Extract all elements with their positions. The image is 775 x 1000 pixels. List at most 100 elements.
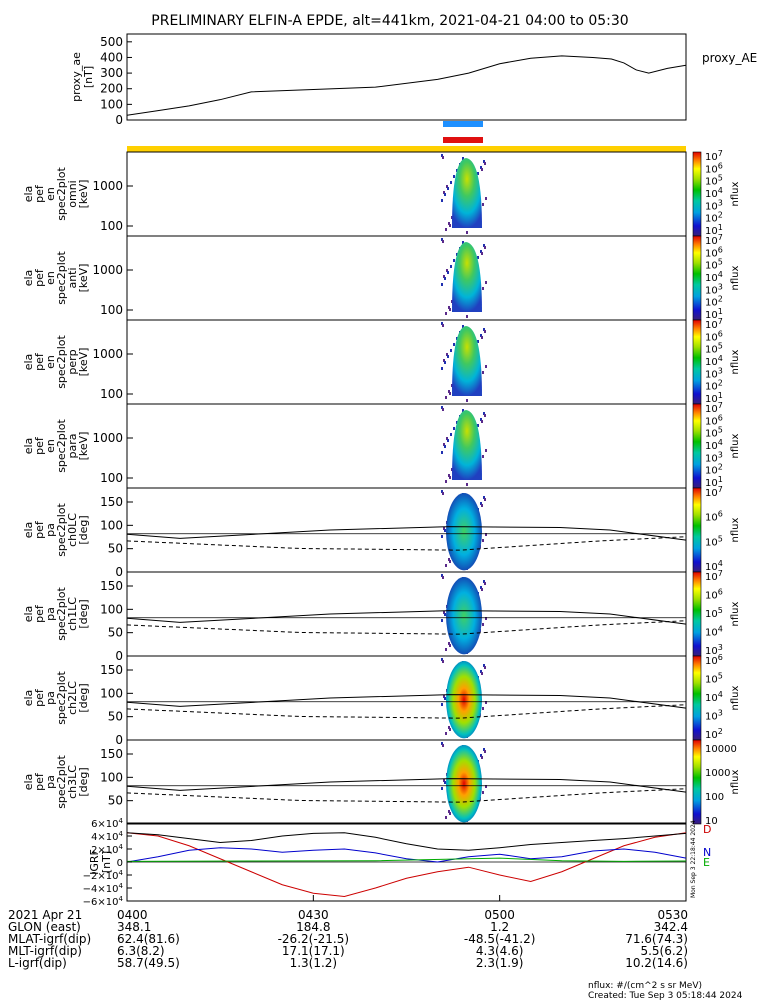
colorbar (692, 319, 702, 405)
flux-speckle (483, 328, 485, 331)
colorbar-tick-label: 103 (705, 450, 723, 464)
flux-speckle (485, 533, 487, 536)
flux-speckle (448, 558, 450, 561)
page-title: PRELIMINARY ELFIN-A EPDE, alt=441km, 202… (151, 13, 628, 29)
orbit-row-value: 184.8 (296, 920, 330, 934)
igrf-tick-label: 4×104 (91, 830, 123, 843)
panel-ylabel: ch0LC (66, 513, 79, 547)
orbit-row-value: 62.4(81.6) (117, 932, 180, 946)
flux-speckle (451, 216, 453, 219)
panel-tick-label: 100 (100, 686, 123, 700)
flux-speckle (453, 343, 455, 346)
flux-speckle (480, 754, 482, 757)
flux-speckle (449, 224, 451, 227)
colorbar-tick-label: 103 (705, 366, 723, 380)
panel-tick-label: 1000 (92, 179, 123, 193)
flux-speckle (477, 424, 479, 427)
flux-speckle (447, 187, 449, 190)
flux-speckle (482, 455, 484, 458)
orbit-row-value: 342.4 (654, 920, 688, 934)
colorbar (692, 235, 702, 321)
flux-speckle (445, 732, 447, 735)
flux-speckle (477, 340, 479, 343)
flux-speckle (484, 750, 486, 753)
flux-speckle (462, 325, 464, 328)
panel-ylabel: en (44, 271, 57, 285)
orbit-row-value: 6.3(8.2) (117, 944, 165, 958)
colorbar-tick-label: 106 (705, 653, 723, 667)
panel-tick-label: 1000 (92, 431, 123, 445)
panel-ylabel: pef (33, 268, 46, 287)
colorbar-tick-label: 105 (705, 426, 723, 440)
flux-speckle (484, 414, 486, 417)
flux-speckle (466, 231, 468, 234)
panel-tick-label: 1000 (92, 263, 123, 277)
orbit-table: 2021 Apr 21 0400 0430 0500 0530 GLON (east) 34… (8, 908, 688, 970)
flux-speckle (443, 443, 445, 446)
colorbar (692, 571, 702, 657)
panel-tick-label: 0 (115, 733, 123, 747)
colorbar-tick-label: 105 (705, 342, 723, 356)
flux-speckle (481, 504, 483, 507)
igrf-lines (126, 832, 687, 901)
flux-speckle (462, 409, 464, 412)
indicator-bar-yellow (127, 146, 686, 152)
flux-speckle (480, 670, 482, 673)
flux-speckle (441, 322, 443, 325)
flux-speckle (483, 160, 485, 163)
flux-speckle (441, 658, 443, 661)
flux-speckle (481, 252, 483, 255)
orbit-row-label: 2021 Apr 21 (8, 908, 82, 922)
flux-speckle (451, 384, 453, 387)
flux-speckle (483, 412, 485, 415)
igrf-ylabel-1: IGRF (88, 849, 101, 875)
orbit-row-value: 0530 (657, 908, 688, 922)
flux-speckle (447, 439, 449, 442)
panel-ylabel: pef (33, 772, 46, 791)
flux-speckle (462, 157, 464, 160)
igrf-tick-label: −2×104 (83, 869, 124, 882)
colorbar-tick-label: 103 (705, 198, 723, 212)
panel-ylabel: spec2plot (55, 167, 68, 221)
flux-blob (452, 410, 482, 480)
panel-tick-label: 1000 (92, 347, 123, 361)
panel-ylabel: anti (66, 267, 79, 288)
colorbar-tick-label: 104 (705, 625, 723, 639)
colorbar-tick-label: 101 (705, 391, 723, 405)
flux-speckle (448, 222, 450, 225)
colorbar-tick-label: 10 (705, 816, 718, 827)
colorbar-label: nflux (730, 601, 741, 626)
flux-speckle (485, 365, 487, 368)
flux-speckle (451, 468, 453, 471)
flux-speckle (443, 275, 445, 278)
igrf-legend-e: E (703, 856, 710, 869)
panel-tick-label: 100 (100, 219, 123, 233)
loss-cone-line (126, 526, 687, 541)
panel-tick-label: 150 (100, 579, 123, 593)
loss-cone-line (126, 610, 687, 625)
flux-speckle (443, 527, 445, 530)
panel-ylabel: pef (33, 520, 46, 539)
orbit-row-value: 58.7(49.5) (117, 956, 180, 970)
colorbar-tick-label: 103 (705, 709, 723, 723)
colorbar-tick-label: 106 (705, 161, 723, 175)
flux-speckle (481, 672, 483, 675)
flux-speckle (441, 199, 443, 202)
proxy-ae-legend: proxy_AE (702, 51, 757, 65)
panel-frame (126, 151, 687, 237)
flux-speckle (449, 308, 451, 311)
flux-speckle (442, 156, 444, 159)
flux-speckle (441, 703, 443, 706)
colorbar-tick-label: 105 (705, 534, 723, 548)
colorbar-tick-label: 106 (705, 245, 723, 259)
colorbar-tick-label: 106 (705, 588, 723, 602)
flux-speckle (448, 474, 450, 477)
panel-ylabel: pa (44, 523, 57, 537)
colorbar-tick-label: 102 (705, 463, 723, 477)
panel-ylabel: ela (22, 186, 35, 203)
orbit-row-label: L-igrf(dip) (8, 956, 67, 970)
panel-ylabel: spec2plot (55, 755, 68, 809)
